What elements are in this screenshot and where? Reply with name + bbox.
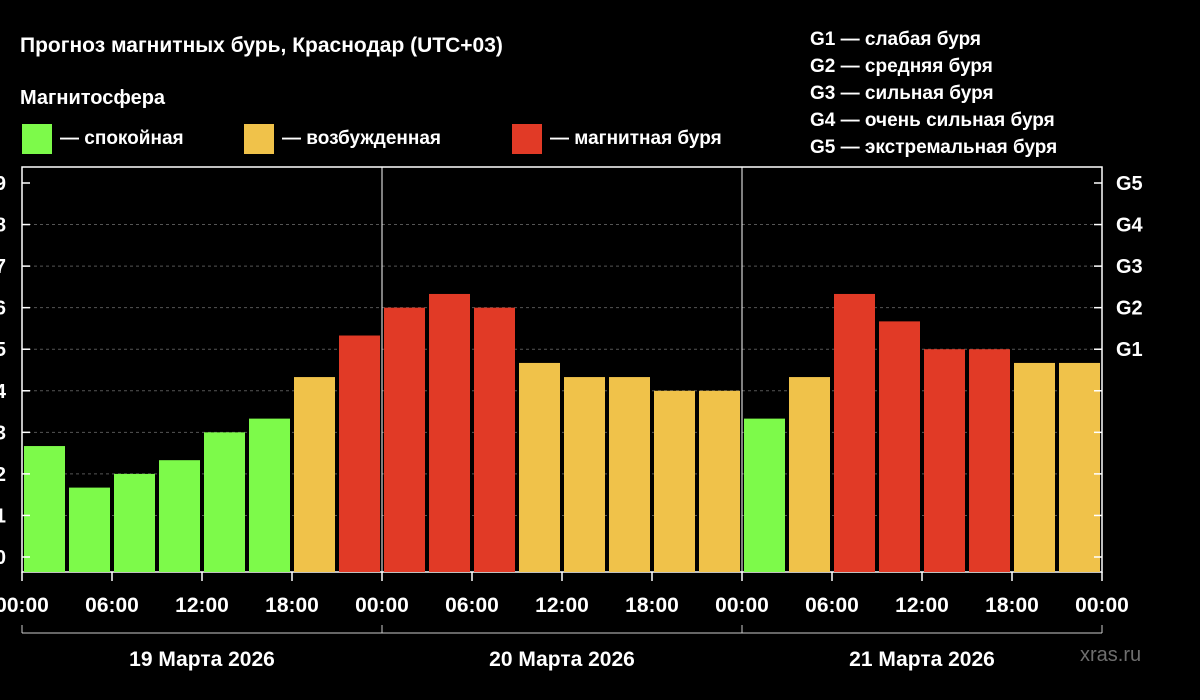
bar — [114, 473, 155, 572]
bar — [384, 307, 425, 572]
legend-swatch-calm — [22, 124, 52, 154]
x-tick-label: 12:00 — [175, 594, 229, 617]
legend-swatch-excited — [244, 124, 274, 154]
bar — [654, 390, 695, 572]
x-tick-label: 18:00 — [625, 594, 679, 617]
bar — [564, 377, 605, 572]
x-tick-label: 00:00 — [355, 594, 409, 617]
day-label: 21 Марта 2026 — [849, 648, 995, 671]
x-tick-label: 06:00 — [85, 594, 139, 617]
x-tick-label: 00:00 — [715, 594, 769, 617]
bar — [1059, 362, 1100, 572]
storm-level-g4: G4 — очень сильная буря — [810, 110, 1055, 131]
bar — [474, 307, 515, 572]
legend-label-storm: — магнитная буря — [550, 128, 722, 149]
storm-level-legend: G1 — слабая буря G2 — средняя буря G3 — … — [810, 26, 1057, 161]
bar — [519, 362, 560, 572]
day-label: 19 Марта 2026 — [129, 648, 275, 671]
bar — [699, 390, 740, 572]
x-tick-label: 18:00 — [265, 594, 319, 617]
legend-label-calm: — спокойная — [60, 128, 184, 149]
y-tick-label: 4 — [0, 381, 7, 403]
bar — [249, 418, 290, 572]
bar — [69, 487, 110, 572]
legend-item-calm: — спокойная — [22, 124, 184, 154]
y-tick-label: 9 — [0, 173, 6, 195]
storm-level-label: G4 — [1116, 215, 1144, 237]
x-tick-label: 06:00 — [445, 594, 499, 617]
storm-level-g5: G5 — экстремальная буря — [810, 137, 1058, 158]
bar — [1014, 362, 1055, 572]
legend-label-excited: — возбужденная — [282, 128, 442, 149]
bar — [789, 377, 830, 572]
storm-level-label: G1 — [1116, 339, 1143, 361]
y-tick-label: 8 — [0, 215, 6, 237]
storm-level-g3: G3 — сильная буря — [810, 83, 994, 104]
x-tick-label: 06:00 — [805, 594, 859, 617]
chart-title: Прогноз магнитных бурь, Краснодар (UTC+0… — [20, 34, 503, 57]
bar — [609, 377, 650, 572]
x-tick-label: 12:00 — [535, 594, 589, 617]
y-tick-label: 3 — [0, 422, 6, 444]
x-tick-label: 18:00 — [985, 594, 1039, 617]
y-tick-label: 5 — [0, 339, 6, 361]
bar — [24, 446, 65, 572]
bar — [924, 349, 965, 572]
y-tick-label: 0 — [0, 547, 6, 569]
bar — [879, 321, 920, 572]
bar — [744, 418, 785, 572]
bar — [294, 377, 335, 572]
x-tick-label: 12:00 — [895, 594, 949, 617]
storm-level-g1: G1 — слабая буря — [810, 29, 982, 50]
x-tick-label: 00:00 — [0, 594, 49, 617]
legend-item-excited: — возбужденная — [244, 124, 441, 154]
day-label: 20 Марта 2026 — [489, 648, 635, 671]
storm-level-label: G3 — [1116, 256, 1143, 278]
storm-level-label: G5 — [1116, 173, 1143, 195]
y-tick-label: 7 — [0, 256, 6, 278]
bar — [834, 293, 875, 572]
legend-swatch-storm — [512, 124, 542, 154]
legend-item-storm: — магнитная буря — [512, 124, 722, 154]
y-tick-label: 6 — [0, 298, 6, 320]
watermark: xras.ru — [1080, 644, 1142, 666]
chart-subtitle: Магнитосфера — [20, 87, 166, 109]
y-tick-label: 2 — [0, 464, 6, 486]
bar — [159, 460, 200, 572]
x-tick-label: 00:00 — [1075, 594, 1129, 617]
storm-level-g2: G2 — средняя буря — [810, 56, 993, 77]
bar — [204, 432, 245, 572]
bar — [969, 349, 1010, 572]
bar — [339, 335, 380, 572]
storm-level-label: G2 — [1116, 298, 1143, 320]
bar — [429, 293, 470, 572]
y-tick-label: 1 — [0, 505, 6, 527]
